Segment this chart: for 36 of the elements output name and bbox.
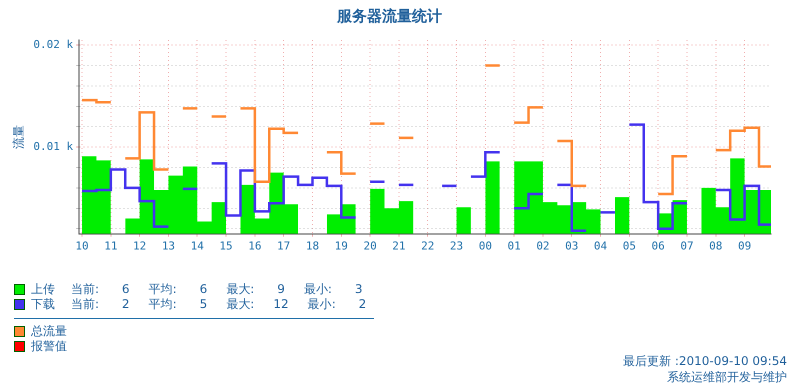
x-tick-label: 05 [622,239,636,252]
x-tick-label: 13 [162,239,176,252]
x-tick-label: 07 [680,239,694,252]
legend-label: 总流量 [31,323,67,340]
x-tick-label: 17 [277,239,290,252]
x-tick-label: 00 [478,239,492,252]
x-tick-label: 18 [306,239,320,252]
x-tick-label: 16 [248,239,262,252]
chart-title: 服务器流量统计 [336,6,442,25]
legend-label: 报警值 [31,338,67,355]
x-tick-label: 21 [392,239,406,252]
x-tick-label: 19 [334,239,348,252]
x-tick-label: 01 [508,239,521,252]
y-tick-label: 0.02 k [33,38,74,51]
y-tick-label: 0.01 k [33,140,74,153]
x-tick-label: 03 [565,239,578,252]
x-tick-label: 08 [709,239,722,252]
x-tick-label: 20 [363,239,377,252]
text: 系统运维部开发与维护 [666,369,787,385]
x-tick-label: 12 [133,239,146,252]
x-tick-label: 09 [738,239,752,252]
x-tick-label: 11 [104,239,118,252]
y-axis-title: 流量 [11,124,26,149]
x-tick-label: 14 [190,239,204,252]
text: 最后更新 :2010-09-10 09:54 [623,353,787,369]
legend-label: 上传 [31,281,55,298]
x-tick-label: 10 [75,239,89,252]
x-tick-label: 02 [536,239,550,252]
x-tick-label: 15 [219,239,233,252]
x-tick-label: 23 [450,239,464,252]
legend-label: 下载 [31,296,55,313]
text: 当前: 2 平均: 5 最大: 12 最小: 2 [71,296,366,313]
x-tick-label: 06 [652,239,665,252]
x-tick-label: 04 [594,239,608,252]
x-tick-label: 22 [421,239,434,252]
text: 当前: 6 平均: 6 最大: 9 最小: 3 [71,281,362,298]
